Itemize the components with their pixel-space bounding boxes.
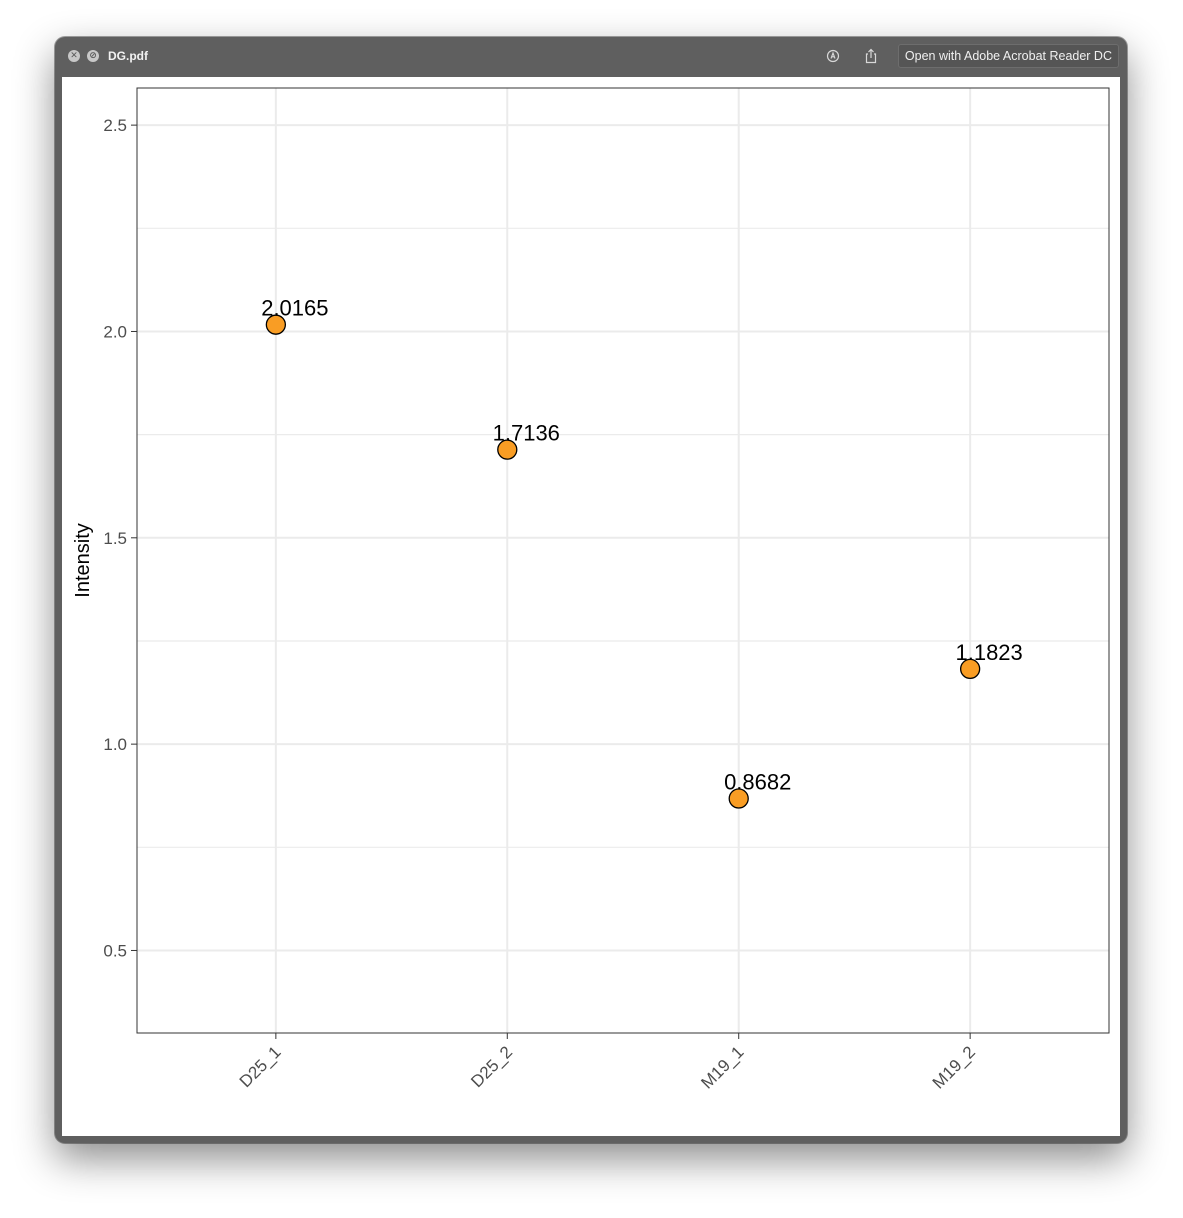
data-point bbox=[497, 439, 518, 460]
markup-icon[interactable] bbox=[822, 45, 844, 67]
panel-border bbox=[136, 87, 1110, 1034]
x-tick-label: D25_2 bbox=[467, 1042, 516, 1091]
window-title: DG.pdf bbox=[108, 49, 148, 63]
x-tick-label: M19_1 bbox=[697, 1042, 747, 1092]
title-bar: ✕ ⊘ DG.pdf Open with Adobe Acrobat Reade… bbox=[55, 37, 1127, 75]
data-point bbox=[265, 314, 287, 335]
pdf-page: 0.5 1.0 1.5 2.0 2.5 Intensity D25_1 D25_2 M19_1 M… bbox=[62, 77, 1120, 1136]
data-label: 1.7136 bbox=[493, 421, 560, 446]
y-tick-label: 2.0 bbox=[103, 322, 127, 341]
share-icon[interactable] bbox=[860, 45, 882, 67]
y-tick-label: 2.5 bbox=[103, 116, 127, 135]
y-axis-title: Intensity bbox=[72, 523, 94, 597]
pdf-preview-window: ✕ ⊘ DG.pdf Open with Adobe Acrobat Reade… bbox=[55, 37, 1127, 1143]
y-tick-label: 1.0 bbox=[103, 735, 127, 754]
data-label: 0.8682 bbox=[724, 770, 791, 795]
y-tick-label: 0.5 bbox=[103, 941, 127, 960]
data-point bbox=[728, 788, 749, 809]
minimize-icon[interactable]: ⊘ bbox=[87, 50, 99, 62]
data-point bbox=[959, 658, 981, 680]
data-label: 2.0165 bbox=[261, 296, 328, 321]
scatter-chart: 0.5 1.0 1.5 2.0 2.5 Intensity D25_1 D25_2 M19_1 M… bbox=[72, 87, 1110, 1093]
y-tick-label: 1.5 bbox=[103, 529, 127, 548]
data-label: 1.1823 bbox=[955, 640, 1022, 665]
x-tick-label: M19_2 bbox=[929, 1042, 979, 1092]
open-with-acrobat-button[interactable]: Open with Adobe Acrobat Reader DC bbox=[897, 44, 1119, 68]
close-icon[interactable]: ✕ bbox=[68, 50, 80, 62]
x-tick-label: D25_1 bbox=[236, 1042, 285, 1091]
